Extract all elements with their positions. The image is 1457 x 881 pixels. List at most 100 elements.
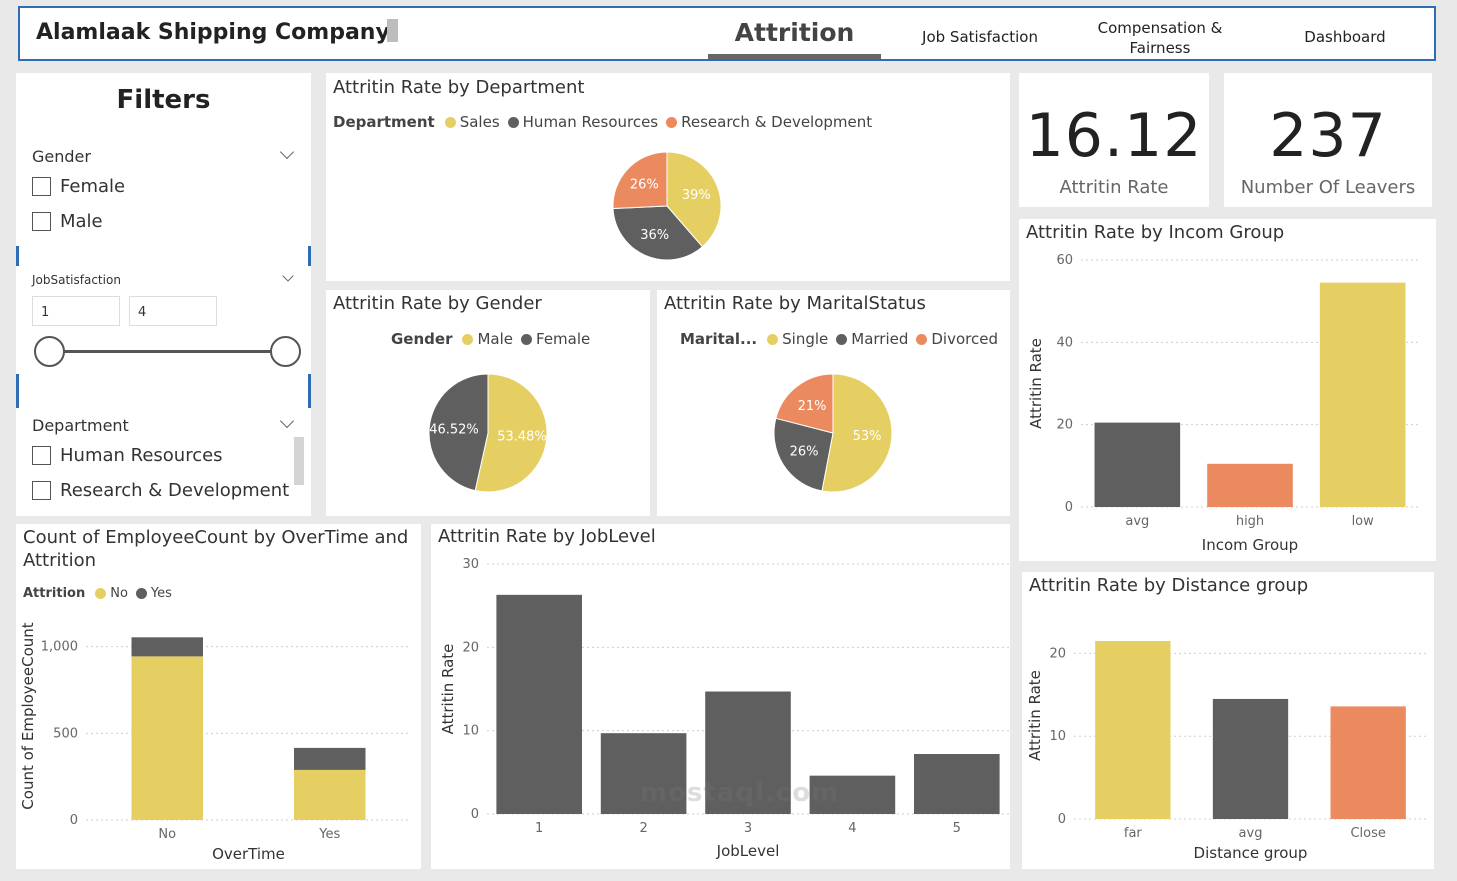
legend-item: Sales: [444, 113, 500, 131]
filters-title: Filters: [116, 85, 211, 115]
legend-label: Research & Development: [681, 113, 873, 131]
x-tick-label: 4: [848, 821, 856, 836]
tab-job-satisfaction[interactable]: Job Satisfaction: [922, 28, 1038, 46]
department-option-hr[interactable]: Human Resources: [32, 445, 223, 466]
y-tick-label: 30: [462, 557, 479, 572]
tab-dashboard[interactable]: Dashboard: [1304, 28, 1386, 46]
y-tick-label: 20: [1056, 418, 1073, 433]
tab-compensation-fairness[interactable]: Compensation & Fairness: [1097, 19, 1223, 57]
jobsat-min-input[interactable]: 1: [32, 296, 120, 326]
checkbox[interactable]: [32, 177, 51, 196]
filter-scrollbar[interactable]: [294, 437, 304, 485]
pie-slice: [612, 151, 668, 210]
kpi-label: Attritin Rate: [1059, 177, 1169, 198]
x-tick-label: high: [1236, 514, 1264, 529]
y-tick-label: 0: [70, 813, 78, 828]
option-label: Male: [60, 211, 103, 232]
chevron-down-icon[interactable]: [282, 270, 294, 282]
y-tick-label: 500: [53, 726, 78, 741]
y-tick-label: 60: [1056, 253, 1073, 268]
filters-panel: Filters Gender Female Male JobSatisfacti…: [16, 73, 311, 516]
header-bar: Alamlaak Shipping Company Attrition Job …: [18, 6, 1436, 61]
checkbox[interactable]: [32, 446, 51, 465]
legend-label: Single: [782, 330, 829, 348]
y-axis-title: Count of EmployeeCount: [19, 622, 37, 809]
jobsat-filter-label: JobSatisfaction: [32, 273, 121, 287]
y-axis-title: Attritin Rate: [439, 644, 457, 735]
jobsat-slider-track[interactable]: [50, 350, 285, 353]
bar-segment: [131, 637, 203, 657]
jobsat-max-input[interactable]: 4: [129, 296, 217, 326]
department-option-rd[interactable]: Research & Development: [32, 480, 289, 501]
legend-title: Marital...: [680, 330, 758, 348]
gender-pie-chart: 53.48% 46.52%: [428, 373, 548, 493]
joblevel-chart-panel: Attritin Rate by JobLevel 0 10 20 30 1 2 3 4 5 Jo…: [431, 524, 1010, 869]
bar: [600, 733, 687, 814]
legend-item: Male: [462, 330, 513, 348]
slice-label: 39%: [682, 188, 711, 203]
chevron-down-icon[interactable]: [279, 144, 295, 160]
marital-chart-panel: Attritin Rate by MaritalStatus Marital..…: [657, 290, 1010, 516]
income-chart-panel: Attritin Rate by Incom Group 0 20 40 60 avg h…: [1019, 219, 1436, 561]
pie-slice: [775, 373, 834, 434]
slicer-right-bar: [308, 246, 311, 266]
header-marker: [387, 19, 398, 42]
tab-attrition[interactable]: Attrition: [734, 18, 855, 47]
checkbox[interactable]: [32, 481, 51, 500]
legend-item: Research & Development: [666, 113, 872, 131]
bar: [913, 754, 1000, 814]
legend-item: Divorced: [916, 330, 998, 348]
y-tick-label: 20: [462, 640, 479, 655]
kpi-number-of-leavers: 237 Number Of Leavers: [1224, 73, 1432, 207]
gender-filter-label: Gender: [32, 147, 91, 166]
distance-bar-chart: 0 10 20 far avg Close Distance group Attritin R…: [1026, 640, 1427, 862]
overtime-bar-chart: 0 500 1,000 No Yes OverTime Count of EmployeeC…: [19, 622, 411, 863]
bar: [496, 594, 583, 814]
bar: [705, 691, 791, 814]
y-tick-label: 10: [462, 724, 479, 739]
chart-legend: Gender Male Female: [391, 330, 598, 348]
slice-label: 53%: [853, 429, 882, 444]
x-tick-label: low: [1352, 514, 1375, 529]
slice-label: 36%: [640, 228, 669, 243]
slider-min-handle[interactable]: [34, 336, 65, 367]
pie-slice: [821, 373, 893, 493]
slice-label: 53.48%: [497, 430, 547, 445]
legend-title: Gender: [391, 330, 453, 348]
x-tick-label: 1: [535, 821, 543, 836]
slicer-left-bar: [16, 374, 19, 408]
slice-label: 26%: [790, 444, 819, 459]
gender-option-female[interactable]: Female: [32, 176, 125, 197]
gender-chart-panel: Attritin Rate by Gender Gender Male Fema…: [326, 290, 650, 516]
x-axis-title: Distance group: [1194, 844, 1308, 862]
chart-title: Attritin Rate by Distance group: [1029, 575, 1309, 596]
dept-chart-panel: Attritin Rate by Department Department S…: [326, 73, 1010, 281]
x-tick-label: 5: [953, 821, 961, 836]
active-tab-underline: [708, 54, 881, 59]
slider-max-handle[interactable]: [270, 336, 301, 367]
y-tick-label: 40: [1056, 335, 1073, 350]
kpi-attrition-rate: 16.12 Attritin Rate: [1019, 73, 1209, 207]
income-bar-chart: 0 20 40 60 avg high low Incom Group Attritin Rat…: [1027, 253, 1419, 554]
bar-segment: [131, 656, 203, 820]
slicer-right-bar: [308, 374, 311, 408]
option-label: Female: [60, 176, 126, 197]
legend-label: Male: [477, 330, 514, 348]
marital-pie-chart: 53% 26% 21%: [773, 373, 893, 493]
dept-pie-chart: 39% 36% 26%: [612, 151, 722, 261]
legend-item: No: [95, 586, 128, 601]
chevron-down-icon[interactable]: [279, 413, 295, 429]
legend-title: Department: [333, 113, 435, 131]
legend-label: Sales: [459, 113, 500, 131]
gender-option-male[interactable]: Male: [32, 211, 103, 232]
bar: [1095, 640, 1171, 819]
checkbox[interactable]: [32, 212, 51, 231]
watermark-text: mostaql.com: [640, 778, 840, 808]
legend-item: Female: [521, 330, 590, 348]
legend-item: Yes: [135, 586, 172, 601]
company-title: Alamlaak Shipping Company: [36, 20, 390, 45]
chart-legend: Attrition No Yes: [23, 586, 180, 601]
x-axis-title: Incom Group: [1202, 536, 1298, 554]
slice-label: 46.52%: [429, 422, 479, 437]
x-axis-title: JobLevel: [716, 842, 780, 860]
